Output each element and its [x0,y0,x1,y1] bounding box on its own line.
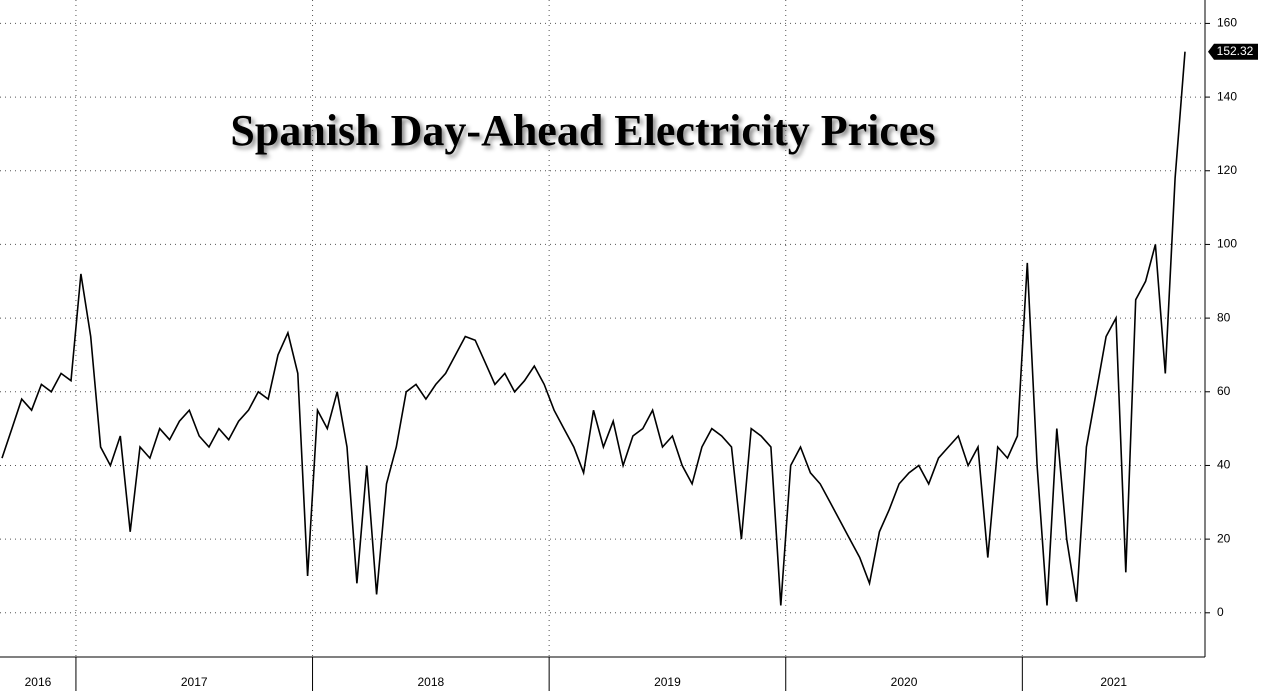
y-tick-label: 60 [1217,384,1231,398]
x-tick-label: 2019 [654,675,681,689]
y-tick-label: 160 [1217,16,1237,30]
y-tick-label: 40 [1217,458,1231,472]
y-tick-label: 100 [1217,237,1237,251]
y-tick-label: 20 [1217,531,1231,545]
y-tick-label: 140 [1217,89,1237,103]
x-tick-label: 2018 [417,675,444,689]
last-value-tag [1208,43,1258,60]
y-tick-label: 80 [1217,310,1231,324]
chart-title: Spanish Day-Ahead Electricity Prices [230,106,935,155]
price-line [1,51,1186,606]
last-value-label: 152.32 [1217,44,1254,58]
x-tick-label: 2016 [25,675,52,689]
y-tick-label: 0 [1217,605,1224,619]
x-tick-label: 2020 [891,675,918,689]
x-tick-label: 2021 [1100,675,1127,689]
x-tick-label: 2017 [181,675,208,689]
y-tick-label: 120 [1217,163,1237,177]
